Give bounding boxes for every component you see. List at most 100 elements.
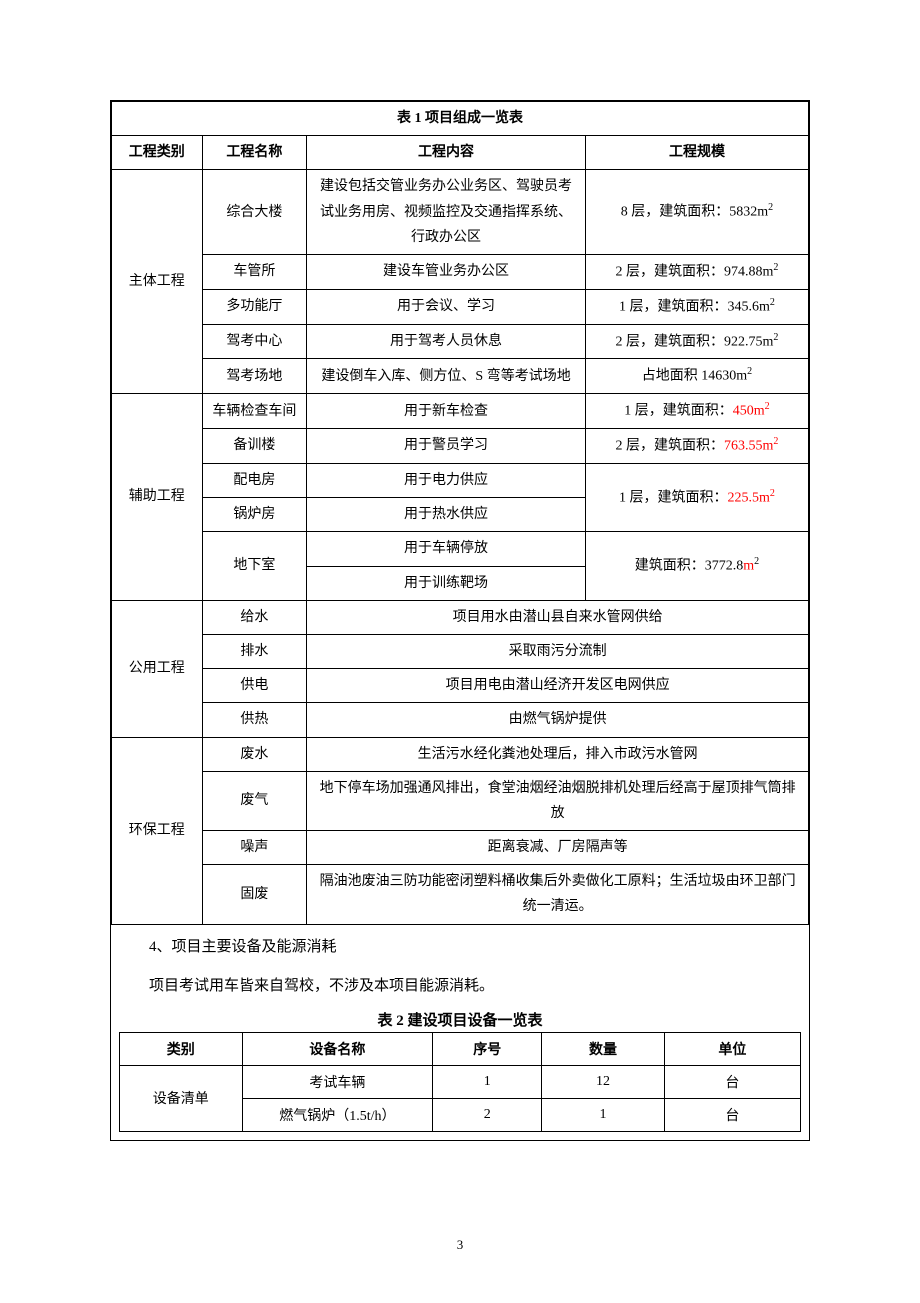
span-cell: 采取雨污分流制: [307, 634, 809, 668]
table-1-title: 表 1 项目组成一览表: [112, 102, 809, 136]
t2-col-seq: 序号: [433, 1032, 542, 1065]
t2-qty-cell: 12: [542, 1065, 665, 1098]
sup: 2: [770, 297, 775, 308]
sup: 2: [768, 202, 773, 213]
span-cell: 项目用水由潜山县自来水管网供给: [307, 600, 809, 634]
span-cell: 隔油池废油三防功能密闭塑料桶收集后外卖做化工原料；生活垃圾由环卫部门统一清运。: [307, 865, 809, 924]
content-cell: 用于热水供应: [307, 498, 586, 532]
t2-name-cell: 考试车辆: [242, 1065, 433, 1098]
paragraph-2: 项目考试用车皆来自驾校，不涉及本项目能源消耗。: [119, 970, 801, 1003]
sup: 2: [754, 556, 759, 567]
scale-cell: 占地面积 14630m2: [585, 359, 808, 394]
t2-seq-cell: 1: [433, 1065, 542, 1098]
sup: 2: [773, 436, 778, 447]
col-scale: 工程规模: [585, 136, 808, 170]
category-cell: 辅助工程: [112, 394, 203, 600]
table-2-header-row: 类别 设备名称 序号 数量 单位: [120, 1032, 801, 1065]
page: 表 1 项目组成一览表 工程类别 工程名称 工程内容 工程规模 主体工程 综合大…: [0, 0, 920, 1303]
name-cell: 给水: [202, 600, 307, 634]
t2-unit-cell: 台: [664, 1065, 800, 1098]
name-cell: 配电房: [202, 464, 307, 498]
table-row: 环保工程 废水 生活污水经化粪池处理后，排入市政污水管网: [112, 737, 809, 771]
table-row: 辅助工程 车辆检查车间 用于新车检查 1 层，建筑面积：450m2: [112, 394, 809, 429]
table-row: 驾考中心 用于驾考人员休息 2 层，建筑面积：922.75m2: [112, 324, 809, 359]
sup: 2: [770, 488, 775, 499]
content-cell: 用于电力供应: [307, 464, 586, 498]
scale-pre: 2 层，建筑面积：: [616, 439, 725, 454]
scale-cell: 1 层，建筑面积：225.5m2: [585, 464, 808, 532]
col-category: 工程类别: [112, 136, 203, 170]
content-cell: 用于训练靶场: [307, 566, 586, 600]
table-row: 主体工程 综合大楼 建设包括交管业务办公业务区、驾驶员考试业务用房、视频监控及交…: [112, 170, 809, 255]
name-cell: 车管所: [202, 254, 307, 289]
table-row: 排水 采取雨污分流制: [112, 634, 809, 668]
scale-cell: 2 层，建筑面积：763.55m2: [585, 429, 808, 464]
name-cell: 供热: [202, 703, 307, 737]
span-cell: 地下停车场加强通风排出，食堂油烟经油烟脱排机处理后经高于屋顶排气筒排放: [307, 771, 809, 830]
sup: 2: [773, 332, 778, 343]
name-cell: 供电: [202, 669, 307, 703]
name-cell: 排水: [202, 634, 307, 668]
table-1: 表 1 项目组成一览表 工程类别 工程名称 工程内容 工程规模 主体工程 综合大…: [111, 101, 809, 925]
scale-text: 8 层，建筑面积：5832m: [621, 205, 768, 220]
name-cell: 固废: [202, 865, 307, 924]
name-cell: 废水: [202, 737, 307, 771]
content-cell: 用于警员学习: [307, 429, 586, 464]
body-text-block: 4、项目主要设备及能源消耗 项目考试用车皆来自驾校，不涉及本项目能源消耗。 表 …: [111, 931, 809, 1140]
table-row: 供热 由燃气锅炉提供: [112, 703, 809, 737]
t2-unit-cell: 台: [664, 1098, 800, 1131]
scale-cell: 1 层，建筑面积：345.6m2: [585, 289, 808, 324]
t2-name-cell: 燃气锅炉（1.5t/h）: [242, 1098, 433, 1131]
t2-seq-cell: 2: [433, 1098, 542, 1131]
table-2-title: 表 2 建设项目设备一览表: [119, 1009, 801, 1030]
name-cell: 驾考场地: [202, 359, 307, 394]
name-cell: 噪声: [202, 831, 307, 865]
scale-pre: 1 层，建筑面积：: [619, 490, 728, 505]
table-2: 类别 设备名称 序号 数量 单位 设备清单 考试车辆 1 12 台 燃气锅炉（1…: [119, 1032, 801, 1132]
content-cell: 建设倒车入库、侧方位、S 弯等考试场地: [307, 359, 586, 394]
t2-col-category: 类别: [120, 1032, 243, 1065]
table-row: 多功能厅 用于会议、学习 1 层，建筑面积：345.6m2: [112, 289, 809, 324]
name-cell: 备训楼: [202, 429, 307, 464]
t2-col-name: 设备名称: [242, 1032, 433, 1065]
sup: 2: [747, 366, 752, 377]
category-cell: 公用工程: [112, 600, 203, 737]
scale-red: 450m: [733, 404, 765, 419]
content-cell: 用于会议、学习: [307, 289, 586, 324]
content-cell: 用于新车检查: [307, 394, 586, 429]
scale-red: 225.5m: [728, 490, 770, 505]
table-row: 废气 地下停车场加强通风排出，食堂油烟经油烟脱排机处理后经高于屋顶排气筒排放: [112, 771, 809, 830]
table-row: 公用工程 给水 项目用水由潜山县自来水管网供给: [112, 600, 809, 634]
t2-qty-cell: 1: [542, 1098, 665, 1131]
span-cell: 项目用电由潜山经济开发区电网供应: [307, 669, 809, 703]
col-name: 工程名称: [202, 136, 307, 170]
span-cell: 生活污水经化粪池处理后，排入市政污水管网: [307, 737, 809, 771]
t2-category-cell: 设备清单: [120, 1065, 243, 1131]
scale-text: 2 层，建筑面积：974.88m: [616, 265, 774, 280]
name-cell: 车辆检查车间: [202, 394, 307, 429]
name-cell: 地下室: [202, 532, 307, 600]
outer-frame: 表 1 项目组成一览表 工程类别 工程名称 工程内容 工程规模 主体工程 综合大…: [110, 100, 810, 1141]
category-cell: 主体工程: [112, 170, 203, 394]
name-cell: 驾考中心: [202, 324, 307, 359]
scale-text: 1 层，建筑面积：345.6m: [619, 299, 770, 314]
scale-text: 占地面积 14630m: [642, 369, 747, 384]
name-cell: 废气: [202, 771, 307, 830]
name-cell: 多功能厅: [202, 289, 307, 324]
sup: 2: [773, 262, 778, 273]
table-row: 固废 隔油池废油三防功能密闭塑料桶收集后外卖做化工原料；生活垃圾由环卫部门统一清…: [112, 865, 809, 924]
sup: 2: [765, 401, 770, 412]
t2-col-qty: 数量: [542, 1032, 665, 1065]
scale-cell: 2 层，建筑面积：974.88m2: [585, 254, 808, 289]
table-row: 驾考场地 建设倒车入库、侧方位、S 弯等考试场地 占地面积 14630m2: [112, 359, 809, 394]
col-content: 工程内容: [307, 136, 586, 170]
scale-cell: 8 层，建筑面积：5832m2: [585, 170, 808, 255]
span-cell: 距离衰减、厂房隔声等: [307, 831, 809, 865]
table-row: 备训楼 用于警员学习 2 层，建筑面积：763.55m2: [112, 429, 809, 464]
scale-text: 2 层，建筑面积：922.75m: [616, 334, 774, 349]
table-row: 车管所 建设车管业务办公区 2 层，建筑面积：974.88m2: [112, 254, 809, 289]
table-row: 供电 项目用电由潜山经济开发区电网供应: [112, 669, 809, 703]
scale-pre: 1 层，建筑面积：: [624, 404, 733, 419]
scale-cell: 建筑面积：3772.8m2: [585, 532, 808, 600]
scale-red: 763.55m: [724, 439, 773, 454]
